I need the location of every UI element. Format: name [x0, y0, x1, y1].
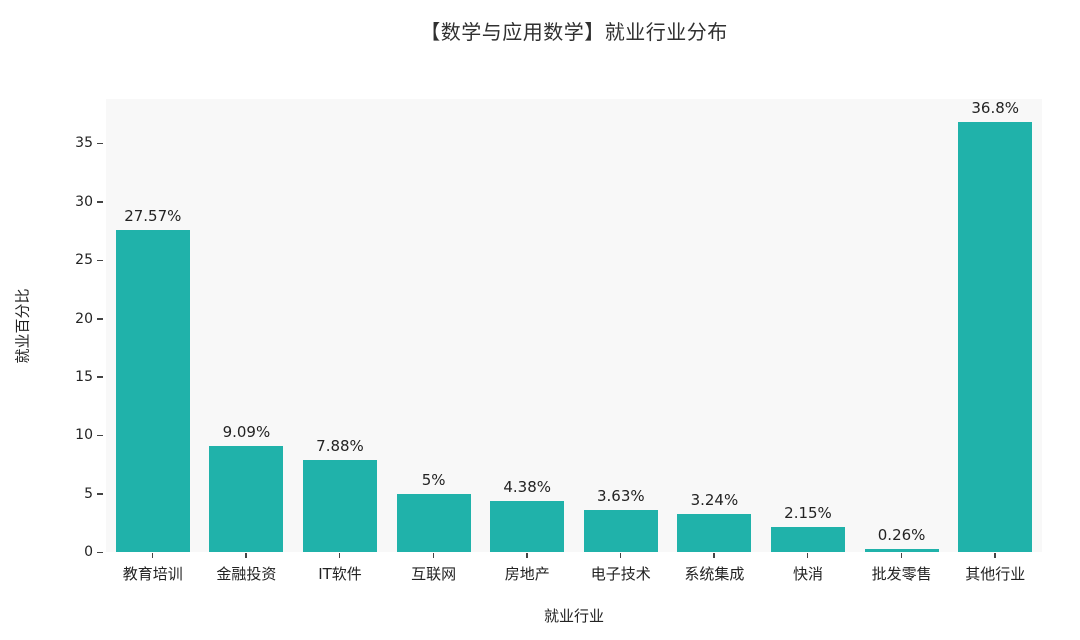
bar-value-label: 9.09% — [222, 422, 271, 441]
x-tick-label: 互联网 — [411, 565, 457, 583]
bar-value-label: 7.88% — [316, 437, 364, 455]
bar-value-label: 5% — [421, 470, 446, 489]
bar — [583, 509, 658, 552]
bar-slot: 36.8% 其他行业 — [948, 99, 1042, 583]
bar-value-label: 36.8% — [971, 99, 1020, 118]
bar-value-label: 3.63% — [596, 486, 645, 505]
y-tick-label: 25 — [75, 252, 93, 269]
y-axis-title: 就业百分比 — [13, 288, 32, 364]
bar — [209, 445, 284, 552]
y-tick-label: 5 — [84, 485, 93, 502]
x-tick-mark — [900, 553, 903, 558]
y-tick-label: 30 — [75, 193, 93, 210]
y-tick-mark — [97, 434, 103, 437]
x-tick-mark — [338, 553, 341, 558]
bar-value-label: 27.57% — [124, 207, 182, 226]
x-tick-label: 金融投资 — [216, 565, 277, 583]
bar-slot: 2.15% 快消 — [761, 99, 855, 583]
x-tick-mark — [245, 553, 247, 558]
x-tick-label: 系统集成 — [684, 565, 745, 583]
x-tick-label: 其他行业 — [965, 565, 1026, 583]
y-tick-label: 0 — [84, 544, 93, 560]
bar — [958, 122, 1033, 552]
bar-slot: 9.09% 金融投资 — [200, 99, 294, 583]
bar-slot: 4.38% 房地产 — [480, 99, 574, 583]
y-tick-mark — [97, 376, 103, 378]
y-tick-label: 35 — [75, 135, 93, 152]
y-tick-mark — [97, 493, 103, 495]
bar — [490, 500, 565, 552]
y-tick-mark — [97, 201, 103, 203]
bar-value-label: 0.26% — [877, 525, 926, 544]
x-tick-label: IT软件 — [318, 565, 362, 583]
y-tick-label: 10 — [75, 427, 93, 444]
bar-value-label: 2.15% — [784, 503, 832, 522]
bar-slot: 0.26% 批发零售 — [855, 99, 949, 583]
y-tick-label: 15 — [75, 368, 93, 385]
bar — [115, 230, 190, 552]
x-tick-mark — [526, 553, 528, 558]
y-tick-label: 20 — [75, 310, 93, 327]
bar-slot: 3.63% 电子技术 — [574, 99, 668, 583]
x-tick-mark — [432, 553, 435, 558]
bar — [396, 493, 471, 552]
bar — [864, 548, 939, 552]
bar-slot: 7.88% IT软件 — [293, 99, 387, 583]
x-tick-label: 电子技术 — [590, 565, 651, 583]
y-tick-mark — [97, 318, 103, 320]
x-tick-label: 教育培训 — [122, 565, 183, 583]
x-tick-mark — [994, 553, 996, 558]
x-tick-label: 批发零售 — [871, 565, 932, 583]
bar — [303, 460, 377, 552]
x-tick-mark — [713, 553, 715, 558]
y-tick-mark — [97, 259, 103, 262]
y-tick-mark — [97, 551, 103, 553]
bar-value-label: 4.38% — [503, 477, 552, 496]
chart-title: 【数学与应用数学】就业行业分布 — [420, 20, 728, 44]
bar-slot: 5% 互联网 — [387, 99, 481, 583]
bar — [771, 526, 845, 552]
x-tick-label: 快消 — [792, 565, 823, 583]
x-tick-mark — [806, 553, 809, 558]
bar-slot: 27.57% 教育培训 — [106, 99, 200, 583]
x-tick-mark — [619, 553, 622, 558]
x-tick-label: 房地产 — [504, 565, 550, 583]
x-axis-title: 就业行业 — [543, 607, 604, 625]
bar — [677, 514, 752, 552]
x-tick-mark — [151, 553, 154, 558]
bar-slot: 3.24% 系统集成 — [668, 99, 762, 583]
plot-area: 0 5 10 15 20 25 30 35 27.57% 教育培训 9.09% 金融投资 7.88% IT… — [75, 99, 1042, 583]
y-tick-mark — [97, 142, 103, 145]
bar-value-label: 3.24% — [690, 491, 739, 510]
